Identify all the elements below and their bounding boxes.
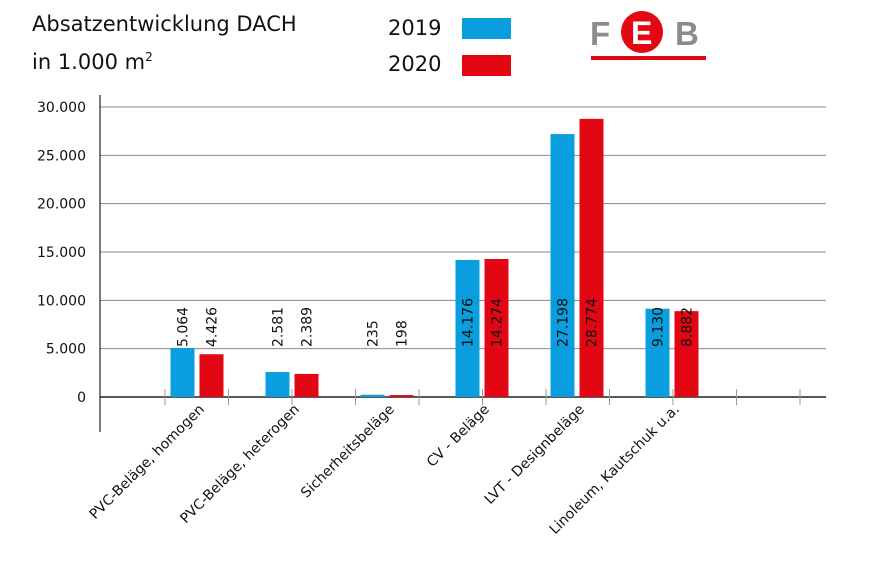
legend-swatch-2019 xyxy=(462,18,511,39)
data-label: 2.389 xyxy=(300,307,316,347)
logo-letter-e: E xyxy=(631,15,652,51)
data-label: 4.426 xyxy=(205,307,221,347)
unit-superscript: 2 xyxy=(145,50,153,64)
bar-2020 xyxy=(674,311,699,397)
bar-2019 xyxy=(360,394,385,397)
data-label: 2.581 xyxy=(271,307,287,347)
logo-underline xyxy=(591,56,706,60)
y-tick-label: 10.000 xyxy=(37,293,86,309)
data-label: 14.274 xyxy=(490,298,506,347)
bar-2019 xyxy=(170,348,195,397)
data-label: 14.176 xyxy=(461,298,477,347)
logo-circle xyxy=(621,11,663,53)
bar-2019 xyxy=(455,259,480,397)
logo-letter-b: B xyxy=(675,15,699,52)
bar-2019 xyxy=(265,372,290,397)
bar-2020 xyxy=(199,354,224,397)
data-label: 27.198 xyxy=(556,298,572,347)
chart-subtitle: in 1.000 m2 xyxy=(32,50,153,74)
y-tick-label: 0 xyxy=(77,390,86,406)
y-tick-label: 15.000 xyxy=(37,245,86,261)
y-tick-label: 30.000 xyxy=(37,100,86,116)
bar-2020 xyxy=(579,118,604,398)
x-tick-label: LVT - Designbeläge xyxy=(482,402,588,508)
data-label: 5.064 xyxy=(176,307,192,347)
data-label: 235 xyxy=(366,320,382,347)
data-label: 28.774 xyxy=(585,298,601,347)
y-tick-label: 20.000 xyxy=(37,197,86,213)
x-tick-label: Sicherheitsbeläge xyxy=(298,402,398,502)
bar-2020 xyxy=(294,373,319,397)
x-tick-label: CV - Beläge xyxy=(424,402,493,471)
data-label: 198 xyxy=(395,320,411,347)
chart-title: Absatzentwicklung DACH xyxy=(32,12,297,36)
legend-label-2020: 2020 xyxy=(388,52,442,76)
data-label: 9.130 xyxy=(651,307,667,347)
legend-swatch-2020 xyxy=(462,55,511,76)
y-tick-label: 5.000 xyxy=(46,342,86,358)
feb-logo: F E B xyxy=(590,11,706,60)
bar-2020 xyxy=(389,395,414,397)
bar-2019 xyxy=(550,134,575,397)
legend-label-2019: 2019 xyxy=(388,16,442,40)
y-tick-label: 25.000 xyxy=(37,148,86,164)
bar-2019 xyxy=(645,308,670,397)
logo-letter-f: F xyxy=(590,15,610,52)
bar-2020 xyxy=(484,259,509,397)
data-label: 8.882 xyxy=(680,307,696,347)
unit-label: in 1.000 m xyxy=(32,50,146,74)
